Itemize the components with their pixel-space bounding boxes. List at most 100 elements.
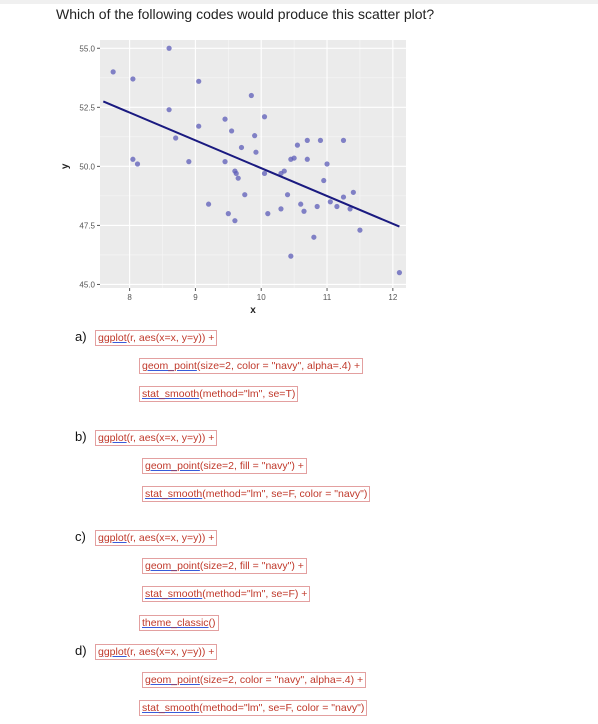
- option-c-line-3: stat_smooth(method="lm", se=F) +: [142, 586, 311, 602]
- function-name: stat_smooth: [142, 388, 200, 400]
- question-text: Which of the following codes would produ…: [56, 6, 435, 22]
- data-point: [232, 218, 238, 224]
- data-point: [284, 192, 291, 198]
- data-point: [265, 211, 271, 217]
- option-a-letter: a): [75, 329, 87, 344]
- y-tick-label: 52.5: [79, 103, 95, 112]
- data-point: [229, 128, 235, 134]
- data-point: [288, 253, 294, 259]
- data-point: [396, 270, 403, 276]
- function-name: ggplot: [98, 432, 127, 444]
- option-b-line-2: geom_point(size=2, fill = "navy") +: [142, 458, 307, 474]
- y-tick-label: 50.0: [79, 162, 95, 171]
- data-point: [298, 201, 304, 207]
- data-point: [166, 107, 172, 113]
- option-a-line-2: geom_point(size=2, color = "navy", alpha…: [139, 358, 364, 374]
- data-point: [281, 168, 287, 174]
- scatter-plot: 8 9 10 11 12 45.0 47.5 50.0 52.5 55.0 x y: [60, 40, 406, 316]
- data-point: [196, 78, 202, 84]
- function-name: geom_point: [145, 460, 200, 472]
- data-point: [110, 69, 116, 75]
- y-tick-label: 47.5: [79, 221, 95, 230]
- data-point: [324, 161, 330, 167]
- data-point: [130, 156, 136, 162]
- data-point: [340, 194, 347, 200]
- option-b-line-3: stat_smooth(method="lm", se=F, color = "…: [142, 486, 371, 502]
- data-point: [294, 142, 301, 148]
- function-args: (r, aes(x=x, y=y)) +: [126, 646, 215, 658]
- data-point: [252, 133, 258, 139]
- data-point: [225, 211, 231, 217]
- function-args: (method="lm", se=F, color = "navy"): [202, 488, 368, 500]
- function-name: stat_smooth: [145, 588, 203, 600]
- data-point: [291, 155, 297, 161]
- option-c-line-4: theme_classic(): [139, 615, 219, 631]
- function-args: (r, aes(x=x, y=y)) +: [126, 532, 215, 544]
- data-point: [314, 203, 320, 210]
- data-point: [134, 161, 141, 167]
- data-point: [304, 137, 310, 143]
- data-point: [222, 159, 228, 165]
- option-c-line-2: geom_point(size=2, fill = "navy") +: [142, 558, 307, 574]
- data-point: [233, 170, 239, 177]
- data-point: [301, 208, 307, 214]
- function-args: (r, aes(x=x, y=y)) +: [126, 332, 215, 344]
- function-args: (method="lm", se=F) +: [202, 588, 308, 600]
- data-point: [304, 156, 310, 162]
- data-point: [130, 76, 136, 82]
- data-point: [317, 137, 324, 143]
- option-d-line-2: geom_point(size=2, color = "navy", alpha…: [142, 672, 367, 688]
- data-point: [347, 206, 353, 212]
- data-point: [248, 92, 254, 99]
- function-name: ggplot: [98, 646, 127, 658]
- function-name: ggplot: [98, 532, 127, 544]
- function-args: (r, aes(x=x, y=y)) +: [126, 432, 215, 444]
- option-d-letter: d): [75, 643, 87, 658]
- option-b-line-1: ggplot(r, aes(x=x, y=y)) +: [95, 430, 218, 446]
- function-name: stat_smooth: [145, 488, 203, 500]
- regression-line: [102, 100, 400, 228]
- x-tick-label: 10: [257, 293, 266, 302]
- data-point: [205, 201, 212, 207]
- function-name: geom_point: [142, 360, 197, 372]
- data-point: [238, 144, 245, 151]
- function-name: geom_point: [145, 560, 200, 572]
- data-point: [261, 114, 268, 120]
- data-point: [173, 135, 179, 141]
- data-point: [242, 192, 248, 198]
- function-name: theme_classic: [142, 617, 209, 629]
- function-args: (size=2, color = "navy", alpha=.4) +: [199, 674, 364, 686]
- option-d-line-1: ggplot(r, aes(x=x, y=y)) +: [95, 644, 218, 660]
- y-tick-label: 55.0: [79, 44, 95, 53]
- data-point: [186, 159, 192, 165]
- data-point: [350, 189, 356, 195]
- data-point: [321, 177, 327, 184]
- data-point: [340, 137, 347, 143]
- option-c-letter: c): [75, 529, 86, 544]
- data-point: [235, 175, 241, 181]
- data-point: [278, 206, 284, 212]
- function-name: geom_point: [145, 674, 200, 686]
- x-tick-label: 9: [193, 293, 198, 302]
- function-name: stat_smooth: [142, 702, 200, 714]
- y-tick-label: 45.0: [79, 280, 95, 289]
- option-a-line-1: ggplot(r, aes(x=x, y=y)) +: [95, 330, 218, 346]
- option-d-line-3: stat_smooth(method="lm", se=F, color = "…: [139, 700, 368, 716]
- function-args: (size=2, fill = "navy") +: [199, 560, 304, 572]
- x-axis-label: x: [250, 305, 256, 316]
- data-point: [327, 199, 333, 205]
- option-a-line-3: stat_smooth(method="lm", se=T): [139, 386, 299, 402]
- y-axis-label: y: [60, 163, 71, 169]
- data-point: [166, 45, 172, 51]
- data-point: [357, 227, 363, 233]
- function-args: (method="lm", se=F, color = "navy"): [199, 702, 365, 714]
- x-tick-label: 8: [127, 293, 132, 302]
- data-point: [311, 234, 317, 240]
- top-divider: [0, 0, 598, 4]
- data-point: [261, 170, 268, 177]
- data-point: [334, 203, 340, 210]
- x-tick-label: 12: [388, 293, 397, 302]
- function-args: (method="lm", se=T): [199, 388, 296, 400]
- option-c-line-1: ggplot(r, aes(x=x, y=y)) +: [95, 530, 218, 546]
- x-tick-label: 11: [323, 293, 332, 302]
